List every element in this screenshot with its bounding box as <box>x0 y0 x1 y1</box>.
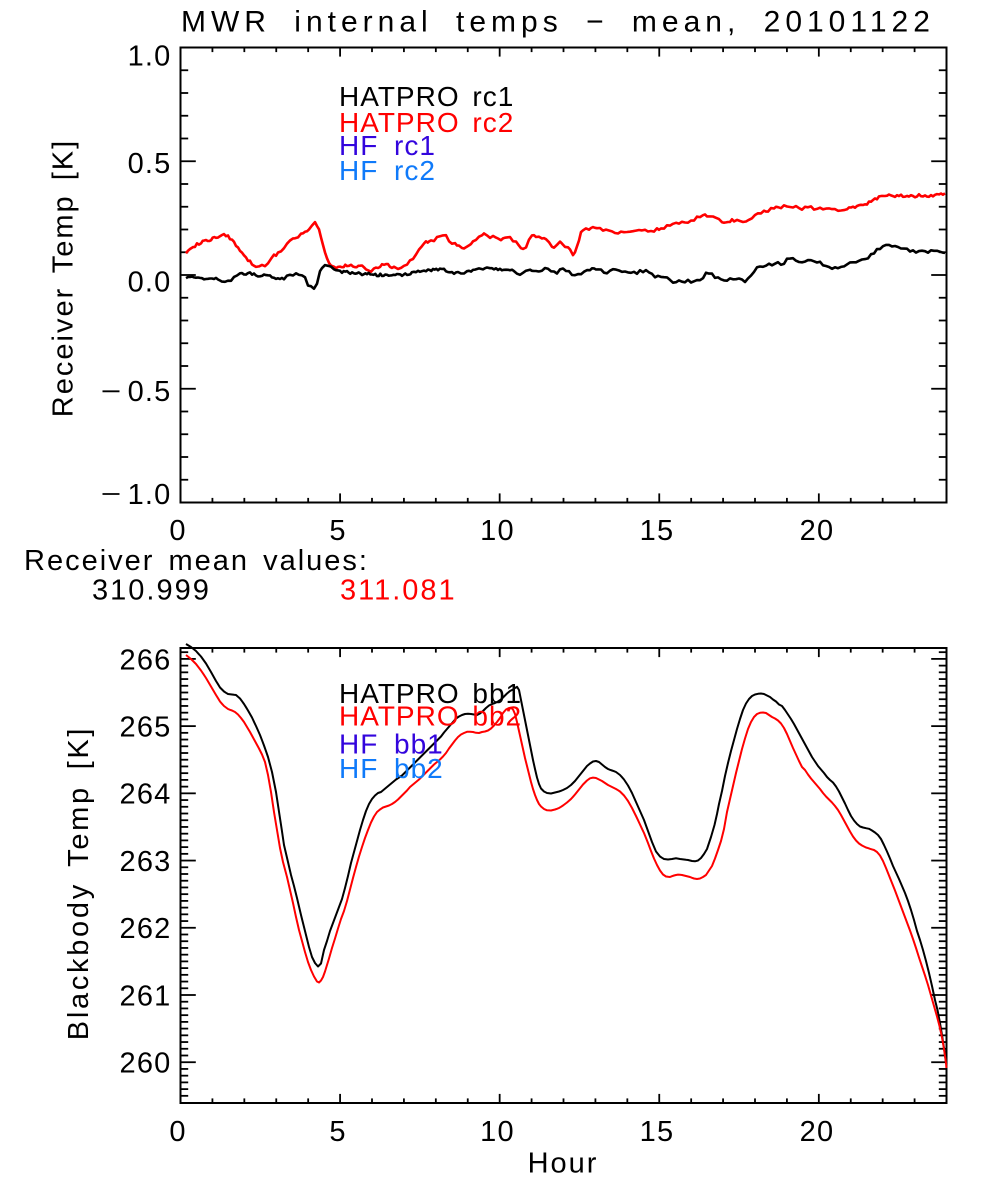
svg-text:HF: HF <box>339 155 378 186</box>
svg-text:0: 0 <box>169 515 186 547</box>
svg-text:bb2: bb2 <box>394 753 444 784</box>
svg-text:265: 265 <box>120 712 172 744</box>
svg-text:260: 260 <box>120 1048 172 1080</box>
svg-text:MWR internal temps − mean, 201: MWR internal temps − mean, 20101122 <box>181 6 935 39</box>
svg-text:Blackbody Temp [K]: Blackbody Temp [K] <box>63 726 95 1040</box>
svg-text:HATPRO rc1: HATPRO rc1 <box>339 81 514 112</box>
svg-text:261: 261 <box>120 980 172 1012</box>
svg-text:Receiver Temp [K]: Receiver Temp [K] <box>48 139 80 417</box>
svg-text:0.5: 0.5 <box>128 148 172 180</box>
svg-text:10: 10 <box>480 1116 515 1148</box>
svg-text:20: 20 <box>800 1116 835 1148</box>
svg-text:5: 5 <box>329 515 346 547</box>
svg-text:0.5: 0.5 <box>128 376 172 408</box>
svg-text:HF: HF <box>339 729 378 760</box>
svg-text:Receiver mean values:: Receiver mean values: <box>24 545 369 577</box>
svg-text:HATPRO bb1: HATPRO bb1 <box>339 678 522 709</box>
svg-text:263: 263 <box>120 846 172 878</box>
svg-text:HF: HF <box>339 753 378 784</box>
svg-text:rc2: rc2 <box>394 155 436 186</box>
svg-text:0: 0 <box>169 1116 186 1148</box>
svg-text:310.999: 310.999 <box>92 575 211 607</box>
svg-text:HATPRO rc2: HATPRO rc2 <box>339 107 514 138</box>
svg-text:1.0: 1.0 <box>128 479 172 511</box>
svg-text:HF: HF <box>339 130 378 161</box>
svg-text:311.081: 311.081 <box>340 575 457 607</box>
svg-text:1.0: 1.0 <box>128 40 172 72</box>
svg-text:264: 264 <box>120 779 172 811</box>
svg-text:rc1: rc1 <box>394 130 436 161</box>
svg-text:0.0: 0.0 <box>128 266 172 298</box>
svg-text:5: 5 <box>329 1116 346 1148</box>
svg-text:Hour: Hour <box>528 1148 599 1180</box>
svg-text:262: 262 <box>120 913 172 945</box>
svg-text:20: 20 <box>800 515 835 547</box>
svg-text:266: 266 <box>120 644 172 676</box>
svg-text:HATPRO bb2: HATPRO bb2 <box>339 701 522 732</box>
svg-text:15: 15 <box>640 515 675 547</box>
svg-text:bb1: bb1 <box>394 729 444 760</box>
svg-text:15: 15 <box>640 1116 675 1148</box>
svg-text:10: 10 <box>480 515 515 547</box>
